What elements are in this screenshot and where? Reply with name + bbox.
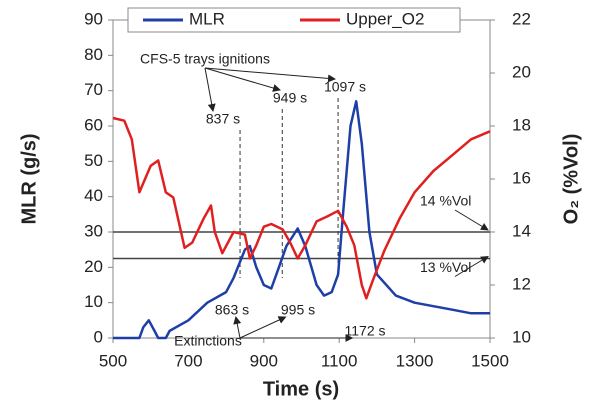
y-tick-label: 90 xyxy=(84,9,103,28)
x-tick-label: 500 xyxy=(99,351,127,370)
legend-box xyxy=(127,7,461,33)
y-tick-label: 10 xyxy=(84,292,103,311)
y-axis-title: MLR (g/s) xyxy=(18,133,40,224)
ignition-arrow xyxy=(204,67,216,112)
series-line xyxy=(113,100,490,340)
y2-tick-label: 12 xyxy=(512,274,531,293)
y-tick-label: 70 xyxy=(84,80,103,99)
y-tick-label: 80 xyxy=(84,45,103,64)
series-line xyxy=(112,116,491,300)
y2-tick-label: 22 xyxy=(512,9,531,28)
x-axis-title: Time (s) xyxy=(263,378,339,400)
ignition-time: 949 s xyxy=(273,90,307,106)
ignition-time: 1097 s xyxy=(324,79,366,95)
y2-tick-label: 14 xyxy=(512,221,531,240)
legend-label: MLR xyxy=(189,9,225,28)
reference-arrow xyxy=(454,255,489,277)
extinction-arrow xyxy=(233,316,242,339)
y2-tick-label: 16 xyxy=(512,168,531,187)
y-tick-label: 0 xyxy=(94,327,103,346)
ignition-arrow xyxy=(204,67,336,83)
x-tick-label: 1500 xyxy=(471,351,509,370)
y2-axis-title: O₂ (%Vol) xyxy=(560,134,582,225)
extinction-arrow xyxy=(239,316,287,339)
y2-tick-label: 18 xyxy=(512,115,531,134)
extinction-time: 863 s xyxy=(215,302,249,318)
y-tick-label: 20 xyxy=(84,257,103,276)
extinction-time: 995 s xyxy=(281,302,315,318)
extinctions-label: Extinctions xyxy=(174,333,242,349)
ignition-arrow xyxy=(204,67,281,92)
ignitions-label: CFS-5 trays ignitions xyxy=(140,51,270,67)
plot-frame xyxy=(112,19,491,339)
y-tick-label: 40 xyxy=(84,186,103,205)
x-tick-label: 900 xyxy=(250,351,278,370)
ignition-time: 837 s xyxy=(206,111,240,127)
x-tick-label: 700 xyxy=(174,351,202,370)
reference-arrow xyxy=(454,209,489,231)
reference-label: 13 %Vol xyxy=(420,259,471,275)
x-tick-label: 1100 xyxy=(321,351,358,370)
y-tick-label: 50 xyxy=(84,151,103,170)
extinction-time: 1172 s xyxy=(345,323,386,339)
y-tick-label: 30 xyxy=(84,221,103,240)
y2-tick-label: 10 xyxy=(512,327,531,346)
reference-label: 14 %Vol xyxy=(420,193,471,209)
x-tick-label: 1300 xyxy=(396,351,434,370)
y-tick-label: 60 xyxy=(84,115,103,134)
legend-label: Upper_O2 xyxy=(346,9,424,28)
y2-tick-label: 20 xyxy=(512,62,531,81)
